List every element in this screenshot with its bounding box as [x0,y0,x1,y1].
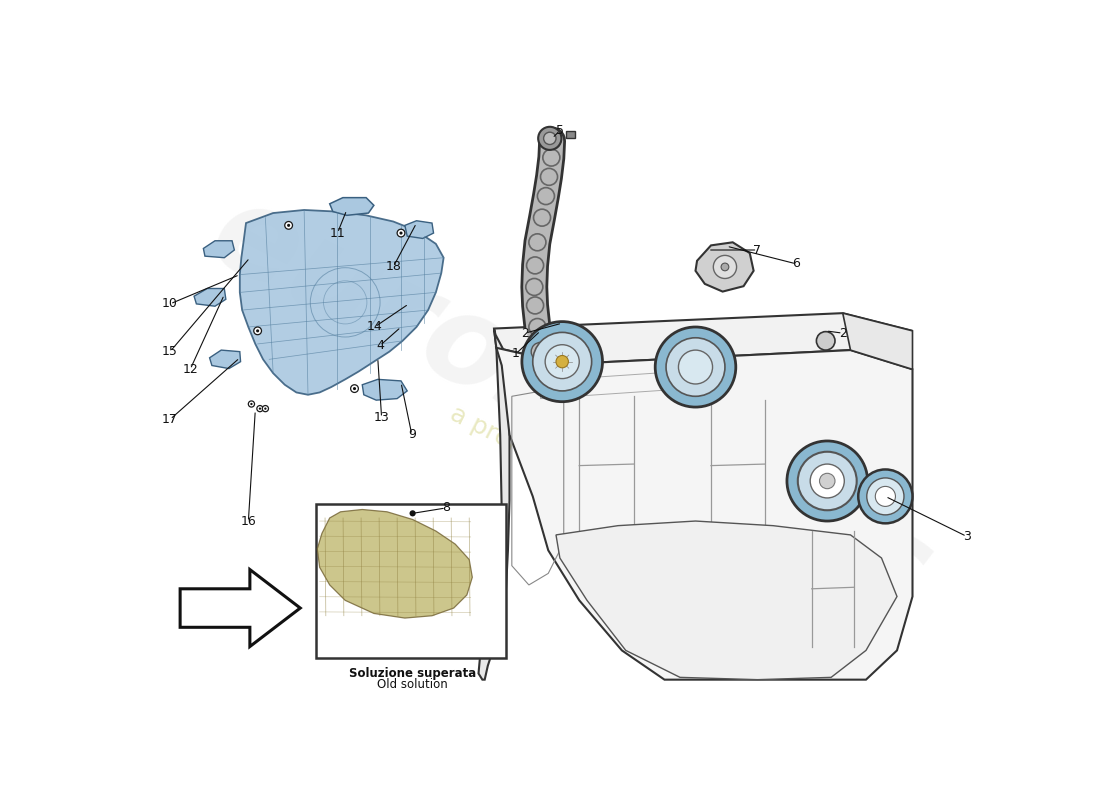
Circle shape [521,322,603,402]
Polygon shape [240,210,443,394]
Circle shape [876,486,895,506]
Text: 6: 6 [792,258,800,270]
Circle shape [287,224,290,227]
Circle shape [546,345,580,378]
Polygon shape [210,350,241,369]
Circle shape [409,510,416,517]
Circle shape [254,327,262,334]
Circle shape [858,470,913,523]
Circle shape [353,387,356,390]
Bar [316,504,506,658]
Text: 9: 9 [408,428,416,442]
Text: 17: 17 [162,413,178,426]
Circle shape [816,332,835,350]
Polygon shape [496,348,913,680]
Polygon shape [494,313,913,364]
Circle shape [532,332,592,391]
Text: 2: 2 [521,326,529,340]
Text: 13: 13 [374,411,389,424]
Polygon shape [194,289,226,306]
Circle shape [538,127,561,150]
Circle shape [811,464,845,498]
Circle shape [397,230,405,237]
Text: 1: 1 [512,347,519,361]
Polygon shape [362,379,407,400]
Text: 2: 2 [839,326,847,340]
Text: 14: 14 [366,321,383,334]
Text: 10: 10 [162,298,178,310]
Circle shape [399,231,403,234]
Polygon shape [478,329,509,680]
Polygon shape [695,242,754,291]
Polygon shape [405,221,433,238]
Circle shape [249,401,254,407]
Polygon shape [556,521,896,680]
Text: 8: 8 [442,502,450,514]
Circle shape [820,474,835,489]
Text: Old solution: Old solution [377,678,448,691]
Text: eurospares: eurospares [192,170,951,638]
Polygon shape [204,241,234,258]
Text: Soluzione superata: Soluzione superata [349,667,476,680]
Circle shape [351,385,359,393]
Bar [566,130,575,138]
Text: 11: 11 [330,226,345,239]
Polygon shape [843,313,913,370]
Text: 16: 16 [241,515,256,528]
Circle shape [531,342,550,361]
Circle shape [262,406,268,412]
Text: 4: 4 [376,339,384,352]
Circle shape [264,407,266,410]
Circle shape [285,222,293,230]
Circle shape [786,441,868,521]
Circle shape [256,406,263,412]
Text: 15: 15 [162,345,178,358]
Polygon shape [330,198,374,215]
Text: 7: 7 [754,243,761,257]
Text: a premier parts since 1985: a premier parts since 1985 [447,401,759,576]
Circle shape [543,132,556,145]
Circle shape [258,407,261,410]
Polygon shape [180,570,300,646]
Circle shape [798,452,857,510]
Polygon shape [317,510,472,618]
Circle shape [556,355,569,368]
Circle shape [679,350,713,384]
Text: 5: 5 [556,124,564,137]
Text: 3: 3 [962,530,970,543]
Circle shape [713,255,737,278]
Circle shape [256,330,260,332]
Circle shape [251,403,253,405]
Circle shape [867,478,904,515]
Circle shape [656,327,736,407]
Circle shape [525,336,556,367]
Circle shape [666,338,725,396]
Circle shape [722,263,729,270]
Text: 12: 12 [183,363,198,376]
Text: 18: 18 [385,261,402,274]
